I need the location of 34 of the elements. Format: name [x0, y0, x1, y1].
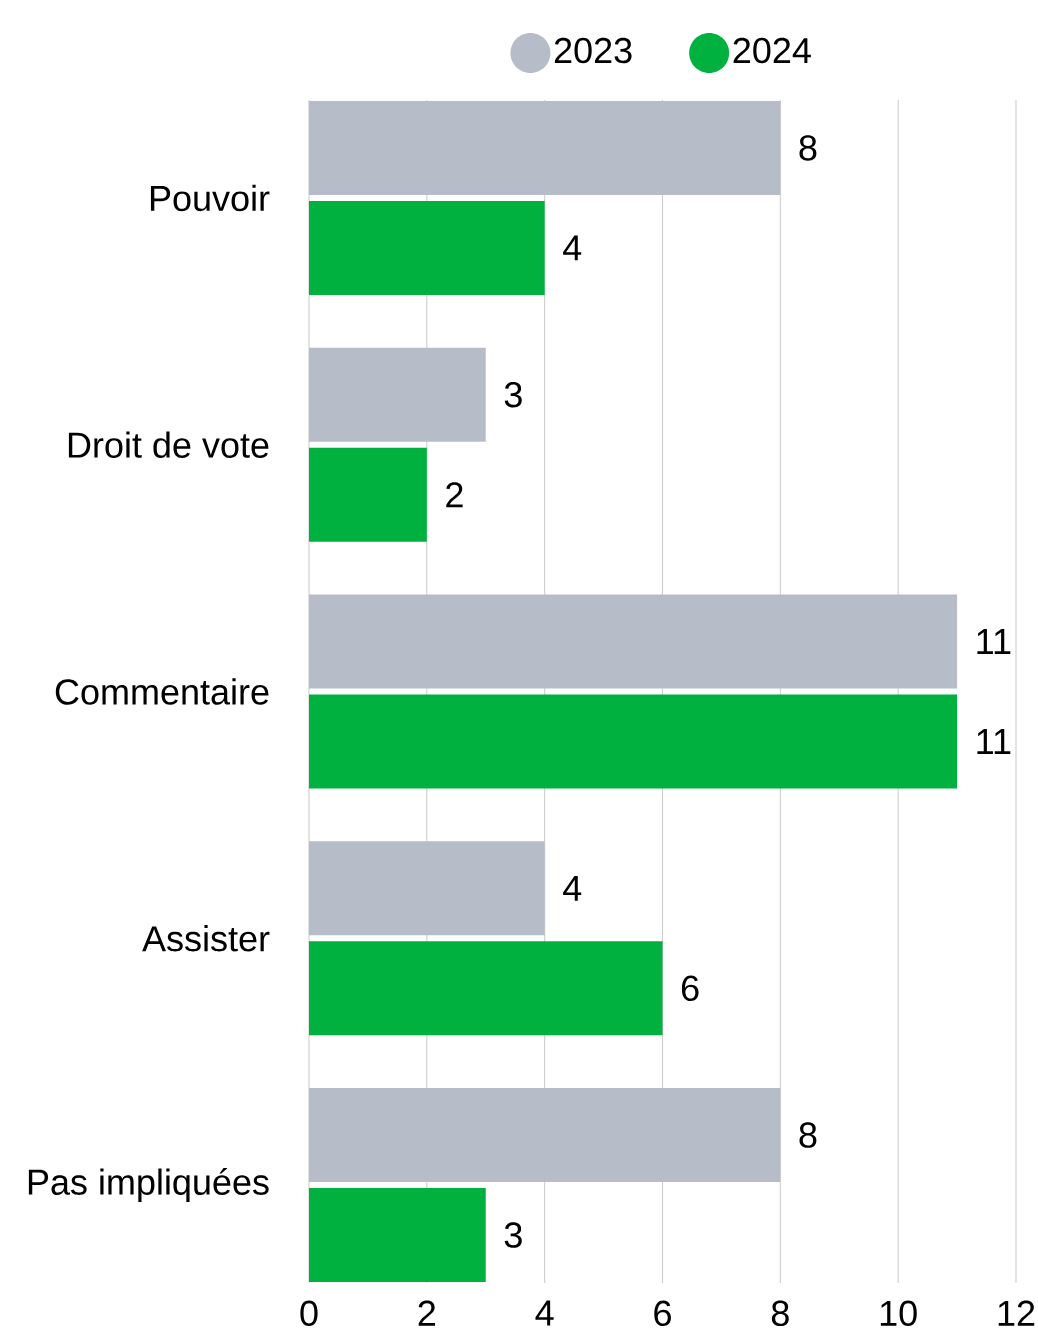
y-tick-label: Commentaire	[55, 678, 269, 705]
y-tick-label: Pas impliquées	[28, 1168, 269, 1203]
data-label: 3	[504, 1222, 522, 1248]
data-label: 4	[563, 235, 582, 261]
y-tick-label: Pouvoir	[150, 184, 270, 212]
bar	[308, 594, 958, 689]
x-tick-label: 4	[535, 1300, 554, 1326]
data-label: 8	[799, 135, 817, 161]
bar	[308, 200, 545, 295]
data-label: 6	[681, 975, 699, 1002]
y-tick-label: Assister	[142, 925, 270, 952]
x-tick-label: 8	[771, 1300, 789, 1327]
x-tick-label: 12	[998, 1300, 1035, 1326]
legend-label: 2023	[554, 37, 632, 64]
bar	[308, 941, 663, 1036]
bar	[308, 694, 958, 789]
data-label: 4	[563, 875, 582, 901]
y-tick-label: Droit de vote	[68, 431, 269, 458]
bar	[308, 1188, 486, 1283]
x-tick-label: 6	[654, 1300, 671, 1327]
data-label: 8	[799, 1122, 817, 1148]
data-label: 11	[977, 629, 1011, 654]
x-tick-label: 0	[300, 1300, 318, 1327]
bar	[308, 447, 427, 542]
legend-label: 2024	[733, 37, 811, 64]
bar	[308, 100, 781, 195]
data-label: 3	[504, 381, 522, 408]
x-tick-label: 2	[418, 1300, 436, 1326]
bar	[308, 347, 486, 442]
data-label: 11	[977, 729, 1011, 754]
bar	[308, 1088, 781, 1183]
x-tick-label: 10	[880, 1300, 917, 1327]
data-label: 2	[446, 482, 463, 508]
bar	[308, 841, 545, 936]
